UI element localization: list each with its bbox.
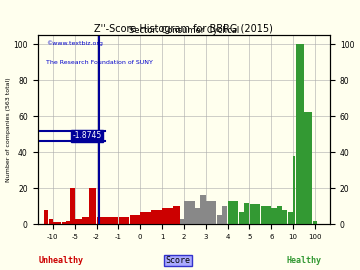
Bar	[261, 206, 271, 224]
Bar	[49, 219, 53, 224]
Bar	[288, 211, 293, 224]
Bar	[282, 210, 288, 224]
Bar	[152, 210, 162, 224]
Bar	[271, 208, 276, 224]
Bar	[44, 210, 48, 224]
Text: ©www.textbiz.org: ©www.textbiz.org	[46, 41, 103, 46]
Bar	[66, 221, 70, 224]
Bar	[206, 201, 216, 224]
Bar	[222, 206, 228, 224]
Text: Healthy: Healthy	[287, 256, 321, 265]
Bar	[293, 156, 296, 224]
Text: Score: Score	[166, 256, 190, 265]
Bar	[228, 201, 238, 224]
Bar	[239, 211, 244, 224]
Bar	[173, 206, 180, 224]
Bar	[180, 219, 184, 224]
Bar	[304, 113, 312, 224]
Bar	[162, 208, 173, 224]
Bar	[296, 44, 304, 224]
Bar	[244, 202, 249, 224]
Y-axis label: Number of companies (563 total): Number of companies (563 total)	[5, 77, 10, 182]
Bar	[201, 195, 206, 224]
Bar	[53, 222, 57, 224]
Bar	[277, 206, 282, 224]
Bar	[140, 211, 151, 224]
Bar	[97, 217, 118, 224]
Bar	[82, 217, 89, 224]
Bar	[75, 219, 82, 224]
Title: Z''-Score Histogram for BBRG (2015): Z''-Score Histogram for BBRG (2015)	[94, 24, 273, 34]
Bar	[89, 188, 96, 224]
Bar	[250, 204, 260, 224]
Bar	[130, 215, 140, 224]
Text: The Research Foundation of SUNY: The Research Foundation of SUNY	[46, 60, 153, 65]
Bar	[312, 221, 317, 224]
Bar	[184, 201, 194, 224]
Bar	[217, 215, 222, 224]
Text: Sector: Consumer Cyclical: Sector: Consumer Cyclical	[129, 26, 239, 35]
Bar	[195, 208, 200, 224]
Bar	[71, 188, 75, 224]
Bar	[57, 222, 62, 224]
Text: -1.8745: -1.8745	[73, 131, 102, 140]
Bar	[119, 217, 129, 224]
Bar	[62, 222, 66, 224]
Text: Unhealthy: Unhealthy	[39, 256, 84, 265]
